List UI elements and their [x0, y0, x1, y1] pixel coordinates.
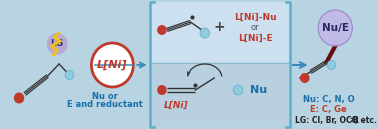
Text: E and reductant: E and reductant: [67, 100, 143, 109]
FancyBboxPatch shape: [150, 64, 290, 127]
FancyBboxPatch shape: [150, 2, 290, 62]
Circle shape: [91, 43, 133, 87]
Text: Nu: C, N, O: Nu: C, N, O: [303, 95, 355, 104]
Text: R: R: [352, 116, 358, 125]
Text: L[Ni]-E: L[Ni]-E: [238, 34, 273, 42]
Text: +: +: [213, 20, 225, 34]
Text: L[Ni]: L[Ni]: [164, 100, 189, 110]
Circle shape: [318, 10, 352, 46]
Circle shape: [157, 85, 167, 95]
Text: LG: LG: [51, 39, 64, 49]
Text: L[Ni]: L[Ni]: [97, 60, 128, 70]
Text: or: or: [251, 22, 260, 31]
Text: E: C, Ge: E: C, Ge: [310, 105, 347, 114]
Circle shape: [14, 92, 24, 103]
Circle shape: [46, 33, 68, 55]
Text: LG: Cl, Br, OCO: LG: Cl, Br, OCO: [295, 116, 358, 125]
Circle shape: [327, 61, 336, 70]
Circle shape: [200, 28, 209, 38]
Text: , etc.: , etc.: [355, 116, 377, 125]
Text: Nu or: Nu or: [92, 92, 118, 101]
Text: 2: 2: [350, 118, 353, 123]
Circle shape: [233, 85, 243, 95]
Circle shape: [300, 73, 310, 83]
Text: Nu: Nu: [249, 85, 266, 95]
Text: L[Ni]-Nu: L[Ni]-Nu: [234, 13, 277, 22]
Circle shape: [65, 71, 74, 79]
Circle shape: [157, 25, 167, 35]
Text: Nu/E: Nu/E: [322, 23, 349, 33]
